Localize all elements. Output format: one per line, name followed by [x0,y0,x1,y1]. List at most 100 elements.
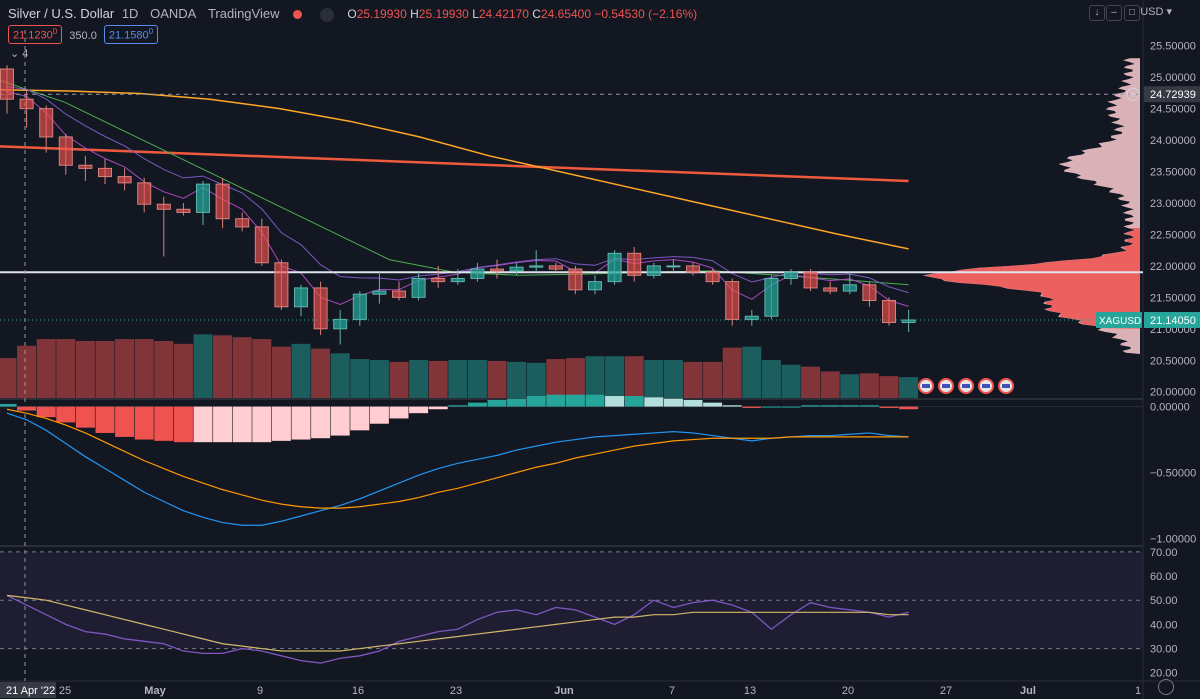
volume-bar [820,371,840,398]
volume-bar [193,334,213,398]
macd-histogram-bar [722,405,742,407]
minimize-pane-icon[interactable]: – [1106,5,1122,21]
time-tick-label: 16 [352,685,364,697]
sell-button[interactable]: 21.12300 [8,25,63,44]
last-price-text: 21.14050 [1150,315,1196,327]
macd-histogram-bar [546,394,566,407]
volume-bar [75,341,95,398]
macd-histogram-bar [761,406,781,408]
open-value: 25.19930 [356,7,407,21]
candle [176,202,191,216]
macd-histogram-bar [644,397,664,407]
currency-selector[interactable]: USD ▾ [1140,6,1172,18]
economic-event-icon [998,378,1014,394]
candle [431,265,446,288]
maximize-pane-icon[interactable]: □ [1124,5,1140,21]
candle [19,89,34,128]
macd-histogram-bar [173,406,193,443]
candle-body [823,287,838,292]
candle [862,281,877,307]
time-tick-label: 13 [744,685,756,697]
macd-histogram-bar [213,406,233,443]
time-tick-label: 20 [842,685,854,697]
candle-body [274,262,289,308]
time-tick-label: 7 [669,685,675,697]
candle-body [39,108,54,138]
macd-histogram-bar [624,396,644,407]
candle-body [803,271,818,289]
macd-histogram-bar [683,400,703,407]
price-tick-label: 21.50000 [1150,292,1196,304]
buy-button[interactable]: 21.15800 [103,25,159,44]
candle [548,262,563,273]
low-label: L [472,7,479,21]
chart-header: Silver / U.S. Dollar 1D OANDA TradingVie… [8,6,697,22]
bid-ask-row: 21.12300 350.0 21.15800 [8,25,159,44]
candle [137,177,152,213]
macd-histogram-bar [252,406,272,443]
time-tick-label: 25 [59,685,71,697]
candle [215,177,230,229]
candle-body [196,183,210,213]
volume-bar [232,337,252,398]
macd-tick-label: 0.00000 [1150,402,1190,414]
time-tick-label: 27 [940,685,952,697]
volume-bar [56,339,76,398]
volume-bar [409,360,429,398]
candle-body [392,290,406,298]
price-tick-label: 24.00000 [1150,135,1196,147]
candle [98,158,112,185]
market-status-dot-icon [293,10,303,20]
candle-body [882,299,896,324]
close-value: 24.65400 [540,7,592,21]
event-flag-stripe [1002,384,1010,388]
candle-body [901,319,916,324]
macd-histogram-bar [879,406,899,408]
rsi-line [6,594,909,664]
candle [646,262,661,279]
rsi-tick-label: 40.00 [1150,619,1178,631]
visibility-toggle-icon[interactable] [319,7,334,22]
candle-body [411,277,426,298]
volume-bar [585,356,605,398]
candle-body [450,277,465,283]
rsi-tick-label: 20.00 [1150,668,1178,680]
candle [470,262,485,282]
candle-body [98,167,112,178]
crosshair-date-tag [0,682,56,698]
time-tick-label: 23 [450,685,462,697]
volume-bar [644,360,664,398]
volume-profile-value-area [924,228,1140,329]
candle-body [862,284,877,301]
candle-body [509,266,524,272]
candle [254,218,269,266]
volume-bar [742,346,762,398]
macd-line [6,412,909,526]
move-down-icon[interactable]: ↓ [1089,5,1105,21]
interval-label[interactable]: 1D [121,6,139,21]
candle [529,250,544,273]
candle [725,278,740,326]
macd-histogram-bar [703,402,723,407]
candle [196,180,210,226]
macd-histogram-bar [409,406,429,414]
candle [58,133,73,175]
candle [313,281,328,336]
candle-body [666,265,681,268]
candle [333,309,348,345]
event-flag-stripe [922,384,930,388]
candle [450,269,465,285]
candle-body [313,287,328,330]
settings-gear-icon[interactable] [1158,679,1174,695]
indicator-collapse-toggle[interactable]: ⌄ 4 [10,48,29,60]
price-tick-label: 25.50000 [1150,41,1196,53]
candle-body [215,183,230,220]
macd-histogram-bar [95,406,115,433]
volume-bar [330,353,350,398]
volume-bar [350,359,370,398]
macd-histogram-bar [859,405,879,407]
event-flag-stripe [962,384,970,388]
symbol-title[interactable]: Silver / U.S. Dollar [8,6,115,21]
rsi-tick-label: 60.00 [1150,571,1178,583]
